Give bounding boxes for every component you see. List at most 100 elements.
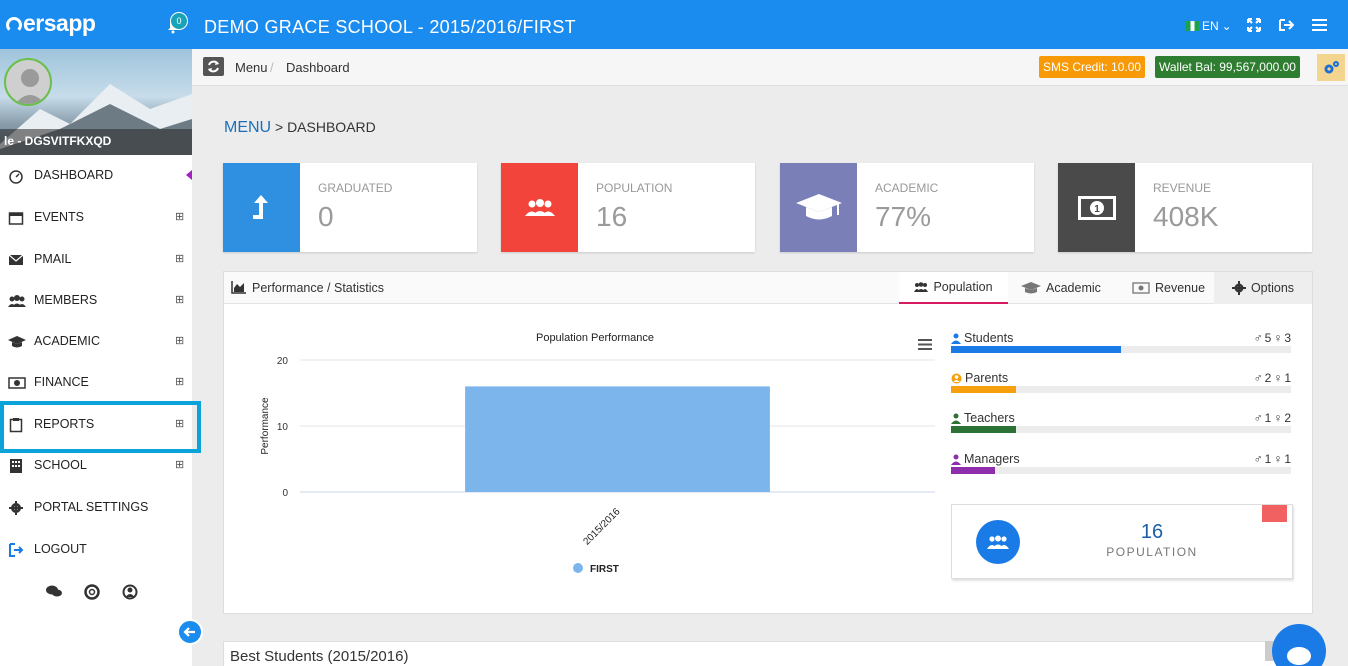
language-selector[interactable]: EN ⌄ [1186,19,1232,33]
tab-revenue[interactable]: Revenue [1124,272,1213,304]
live-chat-button[interactable] [1272,624,1326,666]
username-label: le - DGSVITFKXQD [0,129,192,155]
lifebuoy-icon[interactable] [84,584,100,600]
card-icon-box [501,163,578,252]
breadcrumb-menu-link[interactable]: Menu [235,60,268,75]
tab-population[interactable]: Population [899,272,1008,304]
area-chart-icon [231,281,246,294]
female-count: 3 [1284,331,1291,345]
expand-plus-icon[interactable]: ⊞ [175,294,185,306]
sidebar-item-portal-settings[interactable]: PORTAL SETTINGS [0,487,192,528]
bar-2015/2016 [465,386,770,492]
x-tick-label: 2015/2016 [581,506,623,548]
card-title: ACADEMIC [875,181,939,195]
male-count: 1 [1264,452,1272,466]
stat-progress-track [951,467,1291,474]
wallet-balance-badge[interactable]: Wallet Bal: 99,567,000.00 [1155,56,1300,78]
users-icon [914,282,929,292]
card-value: 0 [318,201,334,232]
avatar[interactable] [4,58,52,106]
expand-plus-icon[interactable]: ⊞ [175,459,185,471]
refresh-icon [208,60,219,73]
sidebar-item-academic[interactable]: ACADEMIC ⊞ [0,321,192,362]
refresh-button[interactable] [203,57,224,76]
page-title-menu[interactable]: MENU [224,119,272,136]
chart-menu-icon [918,339,932,341]
sidebar-item-logout[interactable]: LOGOUT [0,529,192,570]
y-axis-label: Performance [260,397,271,455]
sms-credit-badge[interactable]: SMS Credit: 10.00 [1039,56,1146,78]
card-icon-box: 1 [1058,163,1135,252]
stat-progress-fill [951,386,1016,393]
panel-header: Performance / Statistics Population Acad… [224,272,1312,304]
expand-plus-icon[interactable]: ⊞ [175,253,185,265]
red-tag-marker [1262,505,1287,522]
level-up-icon [252,194,268,219]
female-count: 2 [1284,411,1291,425]
svg-text:1: 1 [1094,204,1100,215]
population-card[interactable]: POPULATION 16 [501,163,755,252]
sidebar-item-reports[interactable]: REPORTS ⊞ [0,404,192,445]
user-circle-icon[interactable] [122,584,138,600]
sidebar-item-label: REPORTS [34,417,95,431]
card-title: GRADUATED [318,181,393,195]
graduation-cap-icon [8,336,26,348]
female-icon: ♀ [1273,331,1283,345]
population-value: 16 [1140,521,1164,543]
academic-card[interactable]: ACADEMIC 77% [780,163,1034,252]
chat-bubble-icon [1287,647,1311,665]
legend-marker [573,563,583,573]
expand-plus-icon[interactable]: ⊞ [175,376,185,388]
notification-count-badge: 0 [170,12,188,30]
sign-out-icon[interactable] [1279,18,1294,32]
collapse-sidebar-button[interactable] [177,619,203,645]
card-value: 16 [596,201,628,232]
sidebar-item-pmail[interactable]: PMAIL ⊞ [0,239,192,280]
chat-icon[interactable] [46,584,62,598]
top-bar: ersapp 0 DEMO GRACE SCHOOL - 2015/2016/F… [0,0,1348,49]
male-count: 5 [1264,331,1272,345]
money-icon [1132,282,1150,294]
breadcrumb-separator: / [270,60,274,75]
tab-academic[interactable]: Academic [1013,272,1109,304]
stat-row-students: Students ♂ 5 ♀ 3 [951,331,1291,361]
app-logo[interactable]: ersapp [6,10,96,37]
sidebar-item-dashboard[interactable]: DASHBOARD [0,155,192,196]
expand-plus-icon[interactable]: ⊞ [175,335,185,347]
graduated-card[interactable]: GRADUATED 0 [223,163,477,252]
hamburger-menu-icon[interactable] [1312,18,1327,32]
sidebar-item-school[interactable]: SCHOOL ⊞ [0,445,192,486]
tab-options[interactable]: Options [1214,272,1312,304]
user-icon [951,333,961,344]
population-performance-chart: Population Performance 0 10 20 Performance 20… [260,332,935,575]
male-count: 1 [1264,411,1272,425]
expand-plus-icon[interactable]: ⊞ [175,211,185,223]
sidebar-item-label: LOGOUT [34,542,87,556]
fullscreen-icon[interactable] [1247,18,1261,32]
male-icon: ♂ [1253,371,1263,385]
reports-highlight-box [0,401,201,453]
sidebar-item-label: DASHBOARD [34,168,114,182]
sidebar-item-finance[interactable]: FINANCE ⊞ [0,362,192,403]
expand-plus-icon[interactable]: ⊞ [175,418,185,430]
sidebar-footer [46,584,138,600]
sidebar-item-members[interactable]: MEMBERS ⊞ [0,280,192,321]
money-icon [8,377,26,389]
revenue-card[interactable]: 1 REVENUE 408K [1058,163,1312,252]
card-title: POPULATION [596,181,673,195]
nigeria-flag-icon [1186,21,1199,31]
stat-row-parents: Parents ♂ 2 ♀ 1 [951,371,1291,401]
male-count: 2 [1264,371,1272,385]
card-icon-box [223,163,300,252]
card-title: REVENUE [1153,181,1212,195]
sidebar-item-events[interactable]: EVENTS ⊞ [0,197,192,238]
cogs-icon [1324,60,1339,73]
chart-title: Population Performance [536,332,654,344]
arrow-left-icon [183,627,195,637]
settings-cogs-button[interactable] [1317,54,1345,81]
male-icon: ♂ [1253,331,1263,345]
chevron-down-icon: ⌄ [1221,19,1232,33]
card-value: 408K [1153,201,1219,232]
sidebar-item-label: MEMBERS [34,293,98,307]
legend-label: FIRST [590,564,619,575]
